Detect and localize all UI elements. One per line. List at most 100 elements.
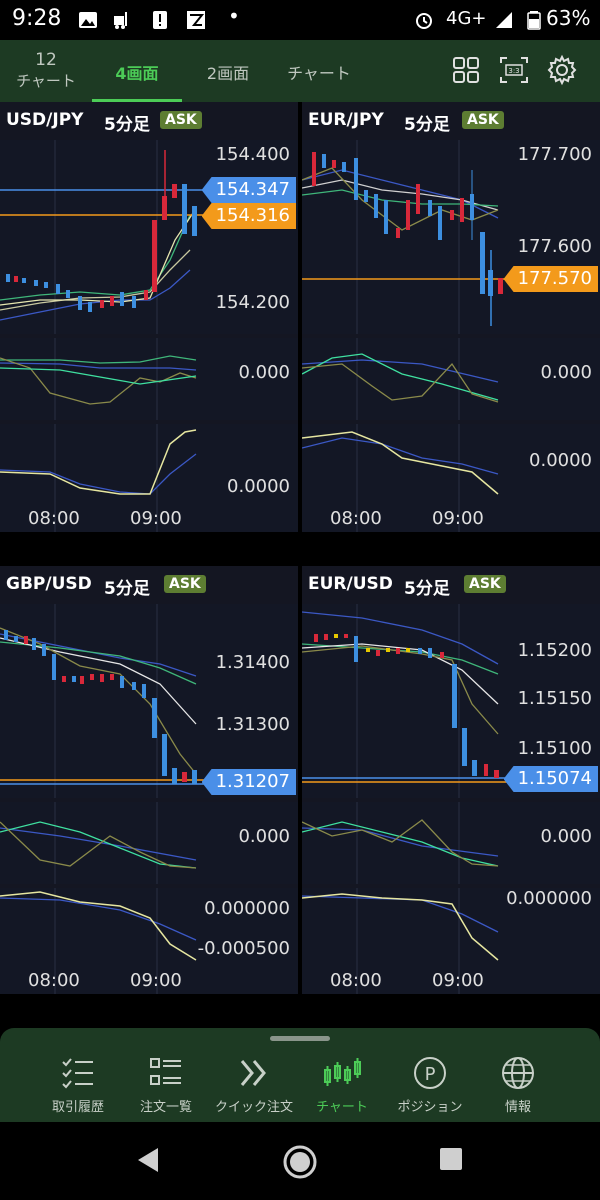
tab-12-number: 12	[35, 50, 57, 70]
grid-layout-icon[interactable]	[450, 54, 482, 86]
oscillator-1-label: 0.000	[238, 362, 290, 383]
nav-quick-order-label: クイック注文	[214, 1100, 293, 1115]
nav-order-list-label: 注文一覧	[139, 1100, 192, 1115]
signal-icon	[496, 12, 512, 28]
currency-pair: EUR/JPY	[308, 110, 384, 130]
candlesticks	[6, 150, 197, 312]
oscillator-chart-2[interactable]: 0.000000 08:00 09:00	[302, 888, 600, 994]
oscillator-chart-1[interactable]: 0.000	[0, 802, 298, 884]
currency-pair: EUR/USD	[308, 574, 393, 594]
tab-2-screen-label: 2画面	[206, 64, 250, 83]
price-chart[interactable]: 1.31400 1.31300 1.31207	[0, 604, 298, 798]
price-axis-label-high: 177.700	[517, 144, 592, 165]
candlesticks	[314, 634, 499, 778]
status-time: 9:28	[12, 6, 62, 31]
nav-chart-label: チャート	[316, 1100, 368, 1115]
home-circle-icon[interactable]	[282, 1144, 318, 1180]
nav-trade-history[interactable]: 取引履歴	[33, 1056, 123, 1115]
bid-price-badge: 1.15074	[503, 766, 598, 792]
oscillator-chart-2[interactable]: 0.0000 08:00 09:00	[0, 424, 298, 532]
oscillator-2-label: 0.0000	[529, 450, 592, 471]
ask-badge[interactable]: ASK	[160, 111, 202, 129]
alert-icon	[153, 11, 167, 29]
drawer-handle[interactable]	[270, 1036, 330, 1041]
chart-panel-eurusd[interactable]: EUR/USD 5分足 ASK	[302, 566, 600, 994]
time-label-0900: 09:00	[432, 508, 484, 529]
tab-4-screen-label: 4画面	[115, 64, 159, 83]
position-p-icon: P	[414, 1057, 446, 1089]
oscillator-1-label: 0.000	[540, 362, 592, 383]
ask-price-badge: 177.570	[503, 266, 598, 292]
price-axis-label-high: 154.400	[215, 144, 290, 165]
recents-square-icon[interactable]	[438, 1146, 464, 1172]
price-axis-label-1: 1.15200	[517, 640, 592, 661]
bid-price-badge: 1.31207	[201, 769, 296, 795]
nav-trade-history-label: 取引履歴	[51, 1100, 104, 1115]
checklist-icon	[62, 1058, 93, 1089]
image-icon	[79, 12, 97, 28]
app-logo-icon	[187, 11, 205, 29]
price-axis-label-low: 177.600	[517, 236, 592, 257]
ask-price-badge: 154.316	[201, 203, 296, 229]
battery-level: 63%	[546, 6, 591, 30]
oscillator-chart-1[interactable]: 0.000	[302, 338, 600, 420]
status-bar: 9:28 • 4G+ 63%	[0, 0, 600, 40]
chart-panel-gbpusd[interactable]: GBP/USD 5分足 ASK	[0, 566, 298, 994]
tab-12-label: チャート	[16, 72, 76, 90]
candlesticks	[4, 630, 197, 784]
tab-12-chart[interactable]: 12 チャート	[6, 40, 86, 102]
status-dot: •	[228, 4, 240, 28]
price-axis-label-low: 154.200	[215, 292, 290, 313]
battery-icon	[527, 11, 541, 30]
nav-quick-order[interactable]: クイック注文	[209, 1056, 299, 1115]
time-label-0900: 09:00	[130, 508, 182, 529]
system-navigation-bar	[0, 1122, 600, 1200]
oscillator-chart-1[interactable]: 0.000	[302, 802, 600, 884]
nav-info-label: 情報	[504, 1100, 531, 1115]
price-chart[interactable]: 154.400 154.200 154.347 154.316	[0, 140, 298, 334]
nav-chart[interactable]: チャート	[297, 1056, 387, 1115]
nav-info[interactable]: 情報	[473, 1056, 563, 1115]
price-chart[interactable]: 1.15200 1.15150 1.15100 1.15074	[302, 604, 600, 798]
price-axis-label-low: 1.31300	[215, 714, 290, 735]
nav-position[interactable]: P ポジション	[385, 1056, 475, 1115]
oscillator-2-label: 0.0000	[227, 476, 290, 497]
candlestick-icon	[324, 1058, 361, 1086]
price-axis-label-3: 1.15100	[517, 738, 592, 759]
tab-4-screen[interactable]: 4画面	[92, 40, 182, 102]
candlesticks	[312, 152, 503, 326]
currency-pair: USD/JPY	[6, 110, 84, 130]
list-icon	[150, 1058, 181, 1085]
price-chart[interactable]: 177.700 177.600 177.570	[302, 140, 600, 334]
ask-badge[interactable]: ASK	[464, 575, 506, 593]
svg-text:P: P	[425, 1064, 436, 1085]
oscillator-chart-2[interactable]: 0.0000 08:00 09:00	[302, 424, 600, 532]
oscillator-chart-2[interactable]: 0.000000 -0.000500 08:00 09:00	[0, 888, 298, 994]
network-type: 4G+	[446, 8, 487, 29]
settings-gear-icon[interactable]	[546, 54, 578, 86]
tab-chart[interactable]: チャート	[276, 40, 362, 102]
chart-panel-eurjpy[interactable]: EUR/JPY 5分足 ASK	[302, 102, 600, 532]
back-triangle-icon[interactable]	[134, 1146, 162, 1174]
currency-pair: GBP/USD	[6, 574, 92, 594]
time-label-0800: 08:00	[330, 508, 382, 529]
tab-2-screen[interactable]: 2画面	[186, 40, 270, 102]
chart-panel-usdjpy[interactable]: USD/JPY 5分足 ASK	[0, 102, 298, 532]
bid-price-badge: 154.347	[201, 177, 296, 203]
top-navigation: 12 チャート 4画面 2画面 チャート 3:3	[0, 40, 600, 102]
forklift-icon	[114, 12, 127, 29]
screenshot-icon[interactable]: 3:3	[498, 54, 530, 86]
tab-chart-label: チャート	[287, 64, 351, 83]
globe-icon	[502, 1057, 534, 1089]
panel-header: GBP/USD 5分足 ASK	[0, 566, 298, 602]
oscillator-1-label: 0.000	[540, 826, 592, 847]
time-label-0800: 08:00	[28, 508, 80, 529]
ask-badge[interactable]: ASK	[462, 111, 504, 129]
oscillator-chart-1[interactable]: 0.000	[0, 338, 298, 420]
time-label-0900: 09:00	[432, 970, 484, 991]
nav-order-list[interactable]: 注文一覧	[121, 1056, 211, 1115]
active-tab-indicator	[92, 99, 182, 102]
ask-badge[interactable]: ASK	[164, 575, 206, 593]
panel-header: EUR/JPY 5分足 ASK	[302, 102, 600, 138]
svg-text:3:3: 3:3	[508, 67, 519, 75]
